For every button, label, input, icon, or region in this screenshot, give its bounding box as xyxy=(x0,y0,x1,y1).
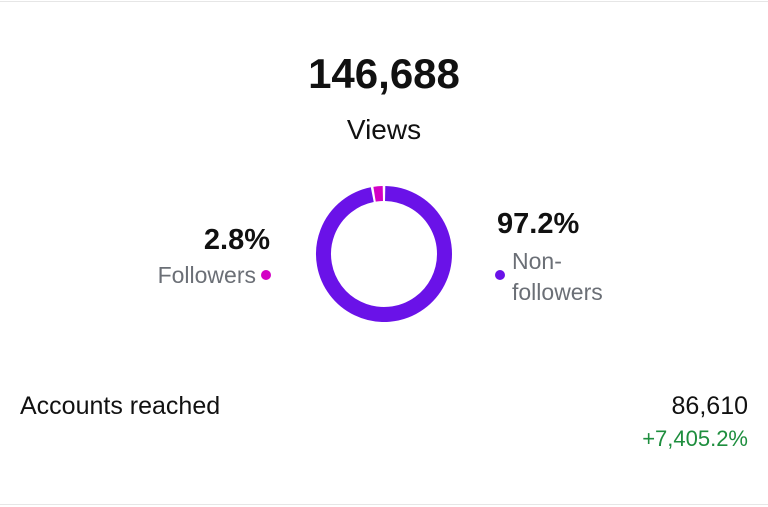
legend-dot xyxy=(495,270,505,280)
legend-value: 97.2% xyxy=(497,208,580,240)
legend-dot xyxy=(261,270,271,280)
views-count: 146,688 xyxy=(308,50,460,97)
divider xyxy=(0,504,768,505)
donut-segment xyxy=(373,186,384,202)
legend-label: Followers xyxy=(157,262,256,288)
legend-label: Non-followers xyxy=(512,248,603,305)
metric-value: 86,610 xyxy=(671,392,748,420)
metric-change: +7,405.2% xyxy=(642,426,748,451)
donut-segment xyxy=(316,186,452,322)
legend-value: 2.8% xyxy=(203,224,270,256)
divider xyxy=(0,1,768,2)
metric-label: Accounts reached xyxy=(20,392,221,420)
views-label: Views xyxy=(346,114,422,145)
